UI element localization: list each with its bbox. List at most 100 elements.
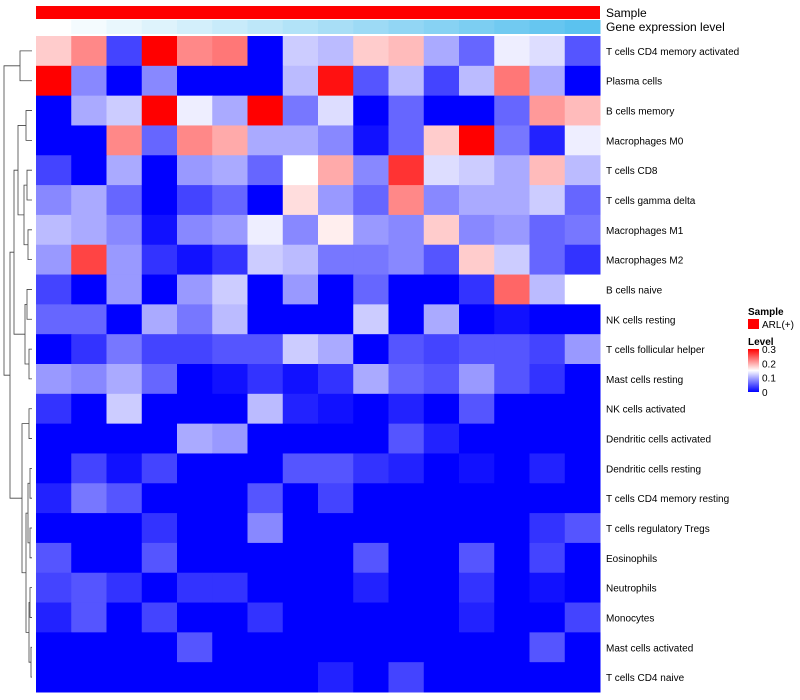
heatmap-cell	[247, 95, 284, 126]
heatmap-cell	[36, 662, 72, 693]
heatmap-cell	[423, 244, 460, 276]
heatmap-cell	[353, 155, 389, 186]
legend-sample-label: ARL(+)	[762, 320, 794, 331]
heatmap-cell	[36, 244, 72, 276]
heatmap-cell	[529, 453, 566, 484]
heatmap-cell	[353, 36, 389, 67]
heatmap-cell	[177, 364, 213, 395]
heatmap-cell	[282, 125, 319, 156]
gene-track-cell	[423, 20, 460, 34]
heatmap-cell	[423, 334, 460, 365]
gene-track-cell	[36, 20, 72, 34]
heatmap-cell	[529, 214, 566, 246]
heatmap-cell	[353, 572, 389, 604]
heatmap-cell	[36, 423, 72, 454]
heatmap-cell	[353, 423, 389, 454]
heatmap-cell	[423, 185, 460, 216]
heatmap-cell	[459, 214, 495, 246]
heatmap-cell	[423, 542, 460, 574]
heatmap-cell	[564, 423, 601, 454]
heatmap-cell	[459, 95, 495, 126]
row-label: NK cells resting	[606, 315, 675, 326]
gene-track-cell	[212, 20, 248, 34]
heatmap-cell	[494, 483, 530, 514]
heatmap-cell	[247, 632, 284, 663]
heatmap-cell	[459, 155, 495, 186]
heatmap-cell	[282, 214, 319, 246]
gene-track-cell	[247, 20, 284, 34]
row-label: Mast cells activated	[606, 643, 693, 654]
legend-level-tick: 0.2	[762, 359, 776, 370]
heatmap-cell	[282, 393, 319, 425]
heatmap-cell	[318, 334, 354, 365]
dendrogram-branch	[28, 348, 32, 380]
dendrogram-branch	[13, 169, 25, 335]
heatmap-cell	[459, 393, 495, 425]
heatmap-cell	[529, 95, 566, 126]
heatmap-cell	[388, 542, 425, 574]
heatmap-cell	[564, 334, 601, 365]
heatmap-cell	[564, 185, 601, 216]
dendrogram-branch	[29, 587, 32, 618]
row-label: B cells naive	[606, 285, 663, 296]
row-label: B cells memory	[606, 107, 674, 118]
heatmap-cell	[529, 185, 566, 216]
heatmap-cell	[282, 364, 319, 395]
heatmap-cell	[106, 542, 143, 574]
heatmap-cell	[459, 632, 495, 663]
gene-track-cell	[459, 20, 495, 34]
heatmap-cell	[106, 214, 143, 246]
heatmap-cell	[106, 125, 143, 156]
heatmap-cell	[282, 36, 319, 67]
heatmap-cell	[247, 155, 284, 186]
row-label: Monocytes	[606, 613, 654, 624]
heatmap-cell	[353, 542, 389, 574]
heatmap-cell	[564, 513, 601, 544]
heatmap-cell	[106, 572, 143, 604]
heatmap-cell	[353, 65, 389, 97]
heatmap-cell	[459, 185, 495, 216]
dendrogram-branch	[27, 229, 32, 261]
heatmap-cell	[177, 274, 213, 305]
heatmap-cell	[247, 393, 284, 425]
heatmap-cell	[282, 453, 319, 484]
heatmap-cell	[106, 453, 143, 484]
heatmap-cell	[141, 65, 178, 97]
heatmap-cell	[318, 393, 354, 425]
heatmap-cell	[36, 542, 72, 574]
heatmap-cell	[459, 364, 495, 395]
heatmap-cell	[141, 364, 178, 395]
heatmap-cell	[141, 334, 178, 365]
heatmap-cell	[247, 423, 284, 454]
heatmap-cell	[388, 513, 425, 544]
heatmap-cell	[423, 393, 460, 425]
heatmap-cell	[494, 274, 530, 305]
heatmap-cell	[71, 36, 107, 67]
heatmap-cell	[177, 423, 213, 454]
heatmap-cell	[212, 334, 248, 365]
heatmap-cell	[564, 364, 601, 395]
dendrogram-branch	[25, 512, 29, 633]
heatmap-cell	[247, 304, 284, 335]
heatmap-cell	[494, 95, 530, 126]
heatmap-cell	[564, 304, 601, 335]
heatmap-cell	[106, 155, 143, 186]
gene-track-cell	[71, 20, 107, 34]
heatmap-cell	[71, 423, 107, 454]
heatmap-cell	[459, 334, 495, 365]
heatmap-cell	[106, 393, 143, 425]
heatmap-cell	[423, 274, 460, 305]
heatmap-cell	[388, 185, 425, 216]
heatmap-cell	[212, 274, 248, 305]
heatmap-cell	[494, 513, 530, 544]
heatmap-cell	[71, 453, 107, 484]
heatmap-cell	[529, 334, 566, 365]
heatmap-cell	[141, 513, 178, 544]
heatmap-cell	[212, 244, 248, 276]
heatmap-cell	[564, 662, 601, 693]
heatmap-cell	[141, 274, 178, 305]
heatmap-cell	[318, 65, 354, 97]
heatmap-cell	[282, 65, 319, 97]
heatmap-cell	[529, 572, 566, 604]
